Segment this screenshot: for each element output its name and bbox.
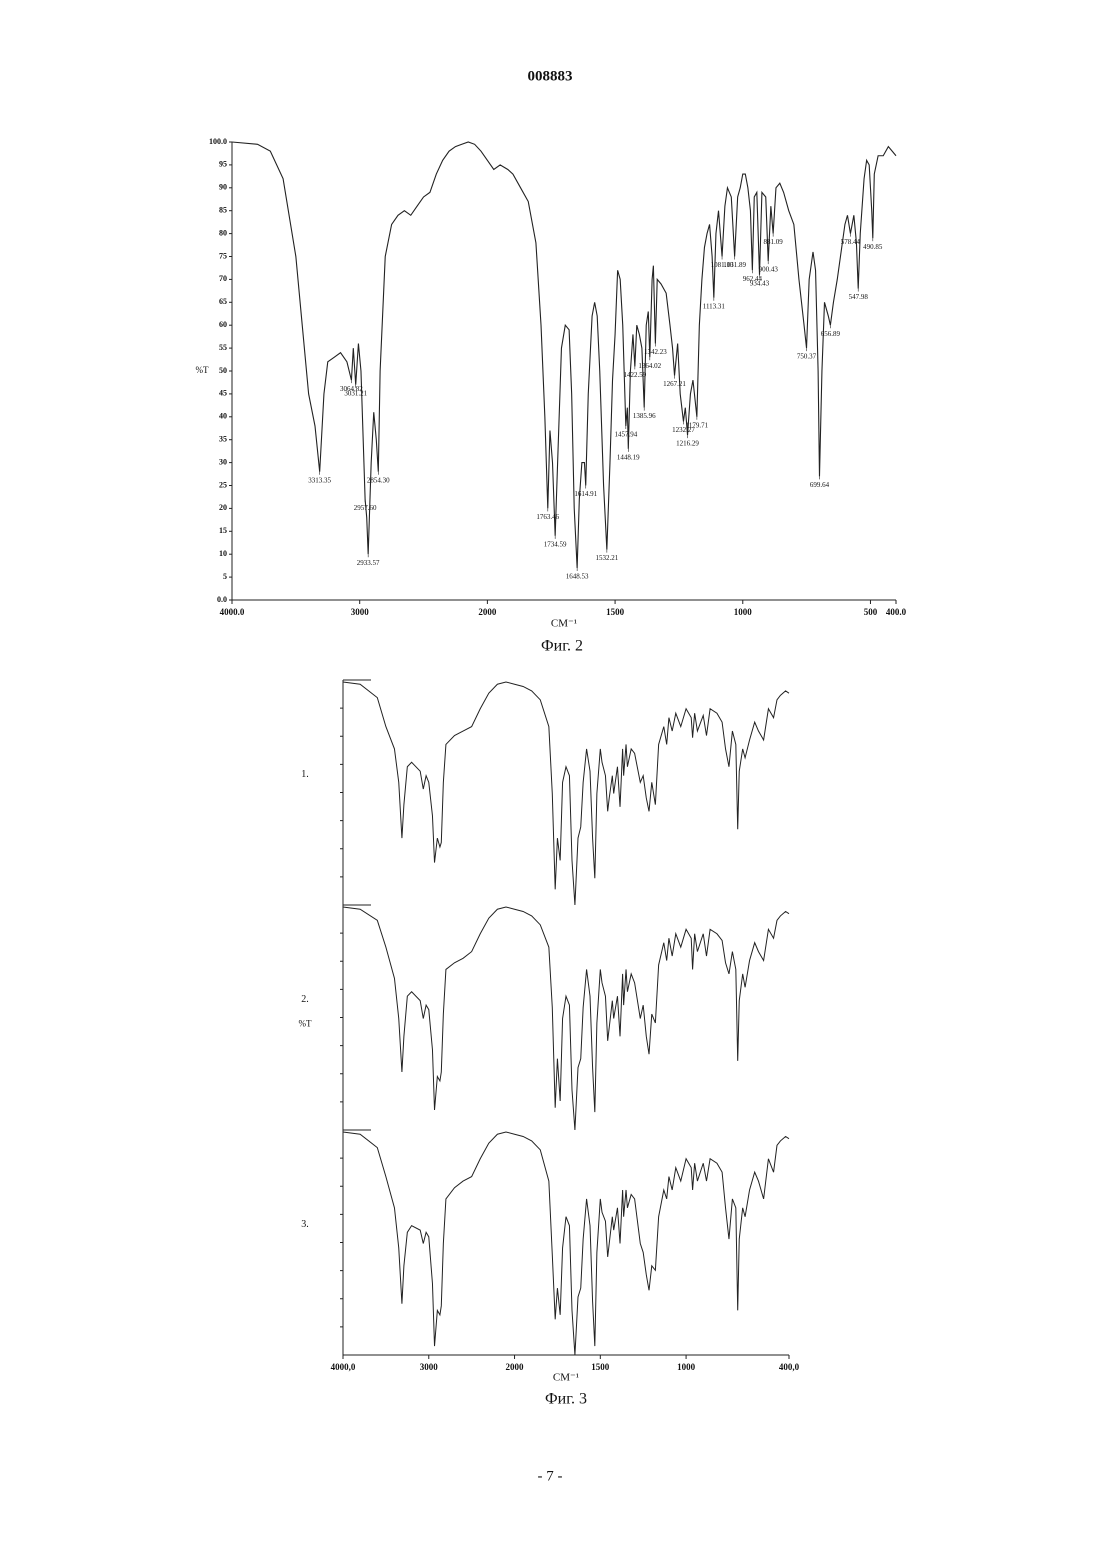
x-tick-label: 500 bbox=[864, 607, 878, 617]
y-tick-label: 30 bbox=[219, 457, 227, 466]
y-tick-label: 0.0 bbox=[217, 595, 227, 604]
x-tick-label: 1500 bbox=[591, 1362, 610, 1372]
peak-label: 2854.30 bbox=[367, 476, 390, 484]
peak-label: 881.09 bbox=[764, 238, 784, 246]
peak-label: 1614.91 bbox=[574, 490, 597, 498]
peak-label: 934.43 bbox=[750, 279, 770, 287]
peak-label: 1113.31 bbox=[703, 302, 726, 310]
peak-label: 2933.57 bbox=[357, 559, 380, 567]
x-tick-label: 3000 bbox=[420, 1362, 439, 1372]
y-tick-label: 50 bbox=[219, 366, 227, 375]
peak-label: 750.37 bbox=[797, 353, 817, 361]
peak-label: 1342.23 bbox=[644, 348, 667, 356]
peak-label: 1267.21 bbox=[663, 380, 686, 388]
peak-label: 1457.94 bbox=[614, 431, 637, 439]
peak-label: 1216.29 bbox=[676, 440, 699, 448]
x-tick-label: 4000,0 bbox=[331, 1362, 356, 1372]
x-tick-label: 400.0 bbox=[886, 607, 907, 617]
y-axis-label: %T bbox=[196, 365, 209, 375]
y-tick-label: 75 bbox=[219, 251, 227, 260]
y-tick-label: 100.0 bbox=[209, 137, 227, 146]
x-tick-label: 1000 bbox=[734, 607, 753, 617]
peak-label: 3031.21 bbox=[344, 389, 367, 397]
x-tick-label: 2000 bbox=[506, 1362, 525, 1372]
y-tick-label: 70 bbox=[219, 274, 227, 283]
page: {"header": "008883", "footer": "- 7 -", … bbox=[0, 0, 1100, 1556]
peak-label: 900.43 bbox=[759, 266, 779, 274]
peak-label: 490.85 bbox=[863, 243, 883, 251]
figure-caption: Фиг. 3 bbox=[545, 1391, 587, 1408]
y-tick-label: 20 bbox=[219, 503, 227, 512]
spectrum-line bbox=[343, 682, 789, 905]
y-tick-label: 15 bbox=[219, 526, 227, 535]
figure-caption: Фиг. 2 bbox=[541, 638, 583, 655]
peak-label: 3313.35 bbox=[308, 476, 331, 484]
y-tick-label: 60 bbox=[219, 320, 227, 329]
y-tick-label: 5 bbox=[223, 572, 227, 581]
peak-label: 1422.59 bbox=[623, 371, 646, 379]
peak-label: 2957.60 bbox=[354, 504, 377, 512]
spectrum-line bbox=[343, 1132, 789, 1355]
y-tick-label: 80 bbox=[219, 228, 227, 237]
panel-label: 2. bbox=[301, 994, 309, 1005]
x-tick-label: 1500 bbox=[606, 607, 625, 617]
x-axis-label: CM⁻¹ bbox=[553, 1372, 579, 1384]
y-tick-label: 45 bbox=[219, 389, 227, 398]
x-tick-label: 3000 bbox=[351, 607, 370, 617]
peak-label: 1734.59 bbox=[544, 540, 567, 548]
x-tick-label: 2000 bbox=[478, 607, 497, 617]
x-tick-label: 400,0 bbox=[779, 1362, 800, 1372]
peak-label: 1385.96 bbox=[633, 412, 656, 420]
y-tick-label: 65 bbox=[219, 297, 227, 306]
x-tick-label: 1000 bbox=[677, 1362, 696, 1372]
y-tick-label: 10 bbox=[219, 549, 227, 558]
peak-label: 699.64 bbox=[810, 481, 830, 489]
y-tick-label: 85 bbox=[219, 206, 227, 215]
peak-label: 1031.89 bbox=[723, 261, 746, 269]
y-tick-label: 95 bbox=[219, 160, 227, 169]
panel-label: 1. bbox=[301, 769, 309, 780]
y-axis-label: %T bbox=[299, 1018, 312, 1028]
peak-label: 1532.21 bbox=[595, 554, 618, 562]
panel-label: 3. bbox=[301, 1219, 309, 1230]
y-tick-label: 35 bbox=[219, 435, 227, 444]
spectrum-line bbox=[343, 907, 789, 1130]
peak-label: 1763.46 bbox=[536, 513, 559, 521]
y-tick-label: 90 bbox=[219, 183, 227, 192]
peak-label: 1648.53 bbox=[566, 573, 589, 581]
header: 008883 bbox=[528, 68, 573, 84]
x-axis-label: CM⁻¹ bbox=[551, 618, 577, 630]
peak-label: 1448.19 bbox=[617, 453, 640, 461]
peak-label: 656.89 bbox=[821, 330, 841, 338]
page-canvas: 008883 - 7 - 0.0 5 10 15 20 25 30 35 40 45 50 55 60 6… bbox=[0, 0, 1100, 1556]
x-tick-label: 4000.0 bbox=[220, 607, 245, 617]
y-tick-label: 40 bbox=[219, 412, 227, 421]
y-tick-label: 55 bbox=[219, 343, 227, 352]
footer: - 7 - bbox=[538, 1468, 563, 1484]
peak-label: 578.44 bbox=[841, 238, 861, 246]
peak-label: 1364.02 bbox=[638, 362, 661, 370]
peak-label: 1179.71 bbox=[686, 421, 709, 429]
peak-label: 547.98 bbox=[849, 293, 869, 301]
y-tick-label: 25 bbox=[219, 480, 227, 489]
